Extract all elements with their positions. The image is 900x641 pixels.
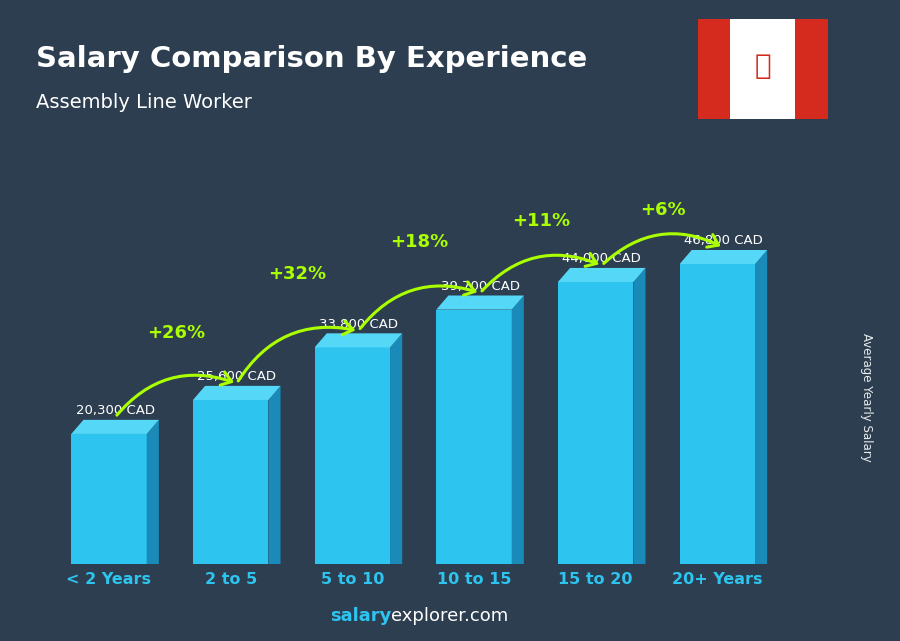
Text: 46,800 CAD: 46,800 CAD [684,235,762,247]
Polygon shape [390,333,402,564]
Text: 20,300 CAD: 20,300 CAD [76,404,155,417]
Polygon shape [558,268,645,282]
FancyArrowPatch shape [360,282,475,329]
Polygon shape [512,296,524,564]
Text: explorer.com: explorer.com [392,607,508,625]
Polygon shape [755,250,767,564]
Bar [730,19,796,119]
Text: +11%: +11% [512,212,570,230]
Bar [698,19,730,119]
Text: 44,000 CAD: 44,000 CAD [562,253,641,265]
Bar [796,19,828,119]
Text: Salary Comparison By Experience: Salary Comparison By Experience [36,45,587,73]
Text: Assembly Line Worker: Assembly Line Worker [36,93,252,112]
FancyBboxPatch shape [193,400,268,564]
Text: +32%: +32% [268,265,327,283]
FancyBboxPatch shape [680,264,755,564]
Polygon shape [634,268,645,564]
Text: 🍁: 🍁 [754,53,771,80]
FancyArrowPatch shape [604,234,718,263]
Text: Average Yearly Salary: Average Yearly Salary [860,333,872,462]
Polygon shape [315,333,402,347]
Text: salary: salary [330,607,392,625]
FancyBboxPatch shape [436,310,512,564]
Polygon shape [436,296,524,310]
FancyBboxPatch shape [315,347,390,564]
Text: 25,600 CAD: 25,600 CAD [197,370,276,383]
Polygon shape [147,420,159,564]
FancyBboxPatch shape [71,434,147,564]
Text: 33,800 CAD: 33,800 CAD [319,318,398,331]
Polygon shape [680,250,767,264]
FancyArrowPatch shape [238,321,353,381]
FancyBboxPatch shape [558,282,634,564]
Text: 39,700 CAD: 39,700 CAD [441,280,519,293]
Text: +6%: +6% [640,201,686,219]
Text: +18%: +18% [390,233,448,251]
Polygon shape [71,420,159,434]
FancyArrowPatch shape [117,372,231,415]
Polygon shape [268,386,281,564]
Text: +26%: +26% [147,324,205,342]
FancyArrowPatch shape [482,253,597,291]
Polygon shape [193,386,281,400]
